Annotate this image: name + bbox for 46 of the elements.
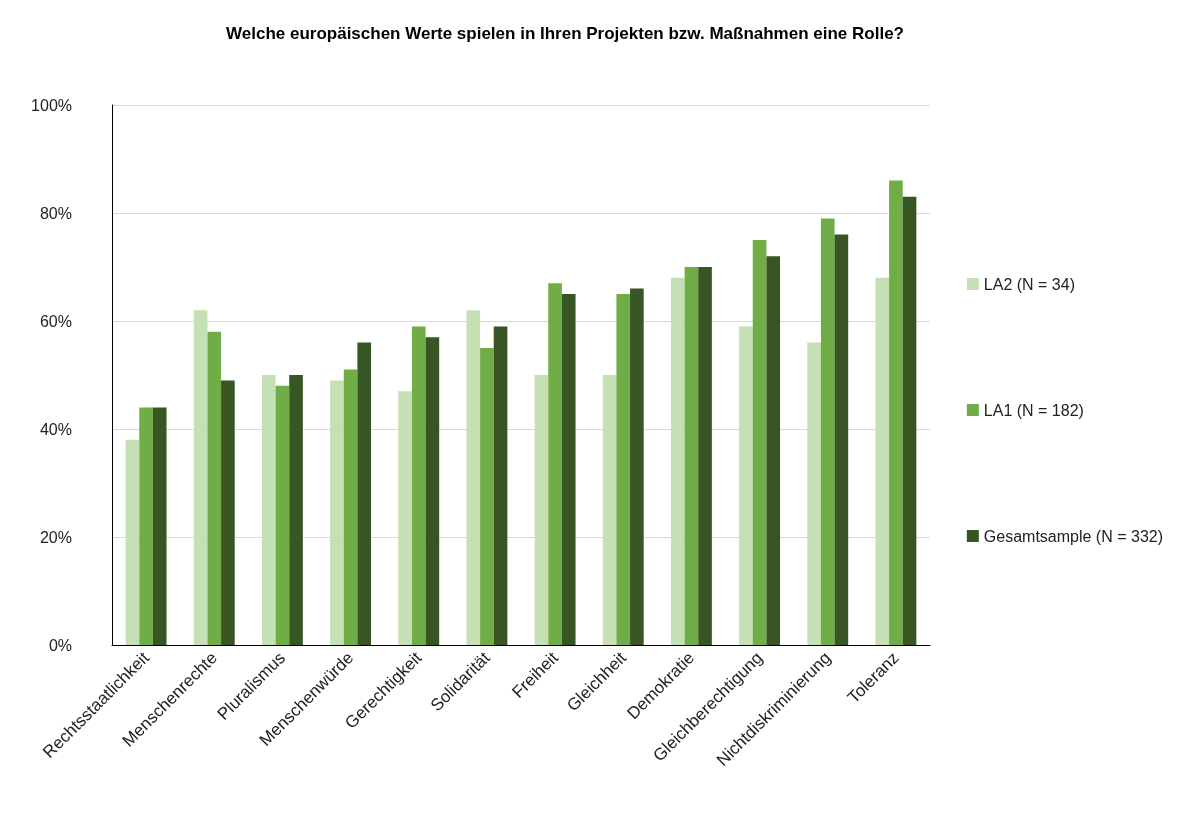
bar xyxy=(466,310,481,645)
bar xyxy=(820,218,835,645)
bar xyxy=(411,326,426,645)
bar xyxy=(330,380,344,645)
legend-label: Gesamtsample (N = 332) xyxy=(983,527,1164,545)
bar xyxy=(493,326,508,645)
bar xyxy=(152,407,167,645)
bar xyxy=(766,256,781,645)
y-tick-label: 100% xyxy=(31,96,72,114)
legend-label: LA2 (N = 34) xyxy=(983,275,1075,293)
y-tick-label: 20% xyxy=(39,528,72,546)
bar xyxy=(739,326,753,645)
bar xyxy=(207,331,222,645)
bar xyxy=(602,375,617,645)
bar xyxy=(548,283,562,645)
bar xyxy=(289,375,303,645)
bar xyxy=(834,234,849,645)
chart-title: Welche europäischen Werte spielen in Ihren Projekten bzw. Maßnahmen eine Rolle? xyxy=(226,24,904,43)
bar xyxy=(807,342,821,645)
bar xyxy=(398,391,412,645)
bar xyxy=(684,267,699,645)
bar xyxy=(357,342,372,645)
y-tick-label: 0% xyxy=(48,636,72,654)
bar xyxy=(902,196,917,645)
bar xyxy=(125,439,140,645)
bar xyxy=(221,380,235,645)
bar xyxy=(534,375,549,645)
bar xyxy=(889,180,903,645)
y-tick-label: 40% xyxy=(39,420,72,438)
bar xyxy=(343,369,358,645)
bar xyxy=(698,267,712,645)
bar xyxy=(752,240,767,645)
bar xyxy=(193,310,208,645)
bar xyxy=(139,407,153,645)
y-tick-label: 80% xyxy=(39,204,72,222)
bar xyxy=(670,277,685,645)
bar xyxy=(561,294,576,645)
y-tick-label: 60% xyxy=(39,312,72,330)
bar xyxy=(275,385,290,645)
bar xyxy=(480,348,494,645)
bar xyxy=(630,288,644,645)
bar xyxy=(875,277,890,645)
bar xyxy=(425,337,440,645)
bar xyxy=(261,375,276,645)
bar xyxy=(616,294,631,645)
legend-label: LA1 (N = 182) xyxy=(983,401,1084,419)
